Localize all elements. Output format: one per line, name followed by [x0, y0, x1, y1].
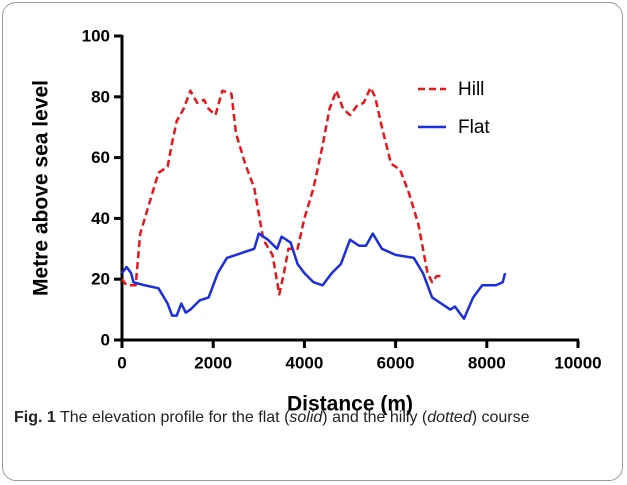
caption-text: solid [289, 409, 323, 426]
caption-text: dotted [427, 409, 472, 426]
y-tick-label: 60 [91, 148, 110, 167]
x-tick-label: 6000 [377, 353, 415, 372]
x-tick-label: 8000 [468, 353, 506, 372]
x-axis-title: Distance (m) [287, 393, 413, 416]
x-tick-label: 2000 [194, 353, 232, 372]
caption-label: Fig. 1 [14, 409, 56, 426]
caption-text: ) and the hilly ( [322, 409, 428, 426]
y-tick-label: 100 [82, 26, 110, 45]
caption: Fig. 1 The elevation profile for the fla… [14, 406, 604, 430]
line [121, 86, 442, 296]
caption-text: The elevation profile for the flat ( [55, 409, 290, 426]
legend-label: Hill [458, 79, 484, 100]
figure-frame [2, 2, 623, 481]
x-tick-label: 10000 [554, 353, 601, 372]
y-tick-label: 0 [101, 330, 110, 349]
y-axis-title: Metre above sea level [30, 80, 53, 296]
y-tick-label: 40 [91, 209, 110, 228]
caption-text: ) course [471, 409, 530, 426]
legend-label: Flat [458, 117, 490, 138]
y-tick-label: 20 [91, 270, 110, 289]
x-tick-label: 4000 [285, 353, 323, 372]
line [121, 232, 507, 320]
y-tick-label: 80 [91, 87, 110, 106]
x-tick-label: 0 [117, 353, 126, 372]
